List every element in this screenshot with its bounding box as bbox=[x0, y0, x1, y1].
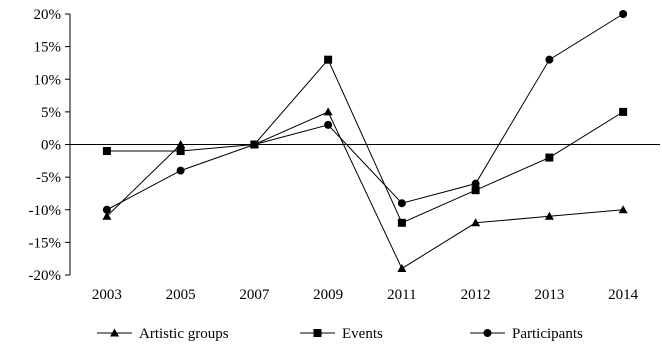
legend: Artistic groups Events Participants bbox=[97, 326, 583, 342]
data-point bbox=[397, 263, 407, 272]
data-point bbox=[545, 55, 554, 64]
data-point bbox=[102, 147, 111, 156]
legend-item: Participants bbox=[470, 326, 583, 342]
y-tick-label: 0% bbox=[41, 138, 61, 154]
legend-marker bbox=[313, 329, 322, 337]
series-line bbox=[106, 111, 624, 270]
x-tick-label: 2003 bbox=[92, 287, 122, 303]
data-point bbox=[619, 10, 628, 18]
x-tick-label: 2005 bbox=[166, 287, 196, 303]
data-point bbox=[471, 179, 480, 188]
series-participants bbox=[102, 10, 628, 214]
data-point bbox=[323, 107, 333, 116]
x-tick-label: 2009 bbox=[313, 287, 343, 303]
data-point bbox=[324, 120, 333, 129]
legend-marker bbox=[110, 328, 119, 337]
data-point bbox=[397, 218, 406, 227]
data-point bbox=[250, 140, 259, 149]
data-point bbox=[102, 205, 111, 214]
y-tick-label: 10% bbox=[34, 72, 62, 88]
data-point bbox=[176, 166, 185, 175]
data-point bbox=[176, 140, 186, 148]
data-point bbox=[176, 147, 185, 156]
legend-marker bbox=[483, 329, 492, 337]
y-tick-label: 5% bbox=[41, 105, 61, 121]
legend-label: Artistic groups bbox=[139, 326, 229, 342]
legend-label: Participants bbox=[512, 326, 583, 342]
y-tick-label: 15% bbox=[34, 40, 62, 56]
data-point bbox=[471, 218, 481, 227]
data-point bbox=[324, 55, 333, 64]
y-tick-label: -20% bbox=[29, 268, 62, 284]
x-tick-label: 2011 bbox=[387, 287, 416, 303]
legend-item: Artistic groups bbox=[97, 326, 229, 342]
x-tick-label: 2012 bbox=[461, 287, 491, 303]
data-point bbox=[618, 205, 628, 214]
y-tick-label: 20% bbox=[34, 7, 62, 23]
series-line bbox=[106, 58, 624, 224]
legend-label: Events bbox=[342, 326, 383, 342]
y-tick-label: -10% bbox=[29, 203, 62, 219]
x-tick-label: 2007 bbox=[239, 287, 270, 303]
legend-item: Events bbox=[300, 326, 383, 342]
x-tick-label: 2014 bbox=[608, 287, 639, 303]
data-point bbox=[619, 107, 628, 116]
data-point bbox=[102, 211, 112, 220]
data-point bbox=[397, 199, 406, 208]
series-artistic-groups bbox=[102, 107, 628, 272]
series-events bbox=[102, 55, 628, 227]
series-lines bbox=[102, 10, 628, 272]
y-tick-label: -15% bbox=[29, 235, 62, 251]
y-axis: 20% 15% 10% 5% 0% -5% -10% -15% -20% bbox=[29, 7, 71, 284]
data-point bbox=[545, 153, 554, 162]
x-tick-label: 2013 bbox=[534, 287, 564, 303]
x-axis: 2003 2005 2007 2009 2011 2012 2013 2014 bbox=[70, 144, 660, 303]
series-line bbox=[106, 13, 624, 211]
data-point bbox=[471, 186, 480, 195]
y-tick-label: -5% bbox=[36, 170, 61, 186]
data-point bbox=[544, 211, 554, 220]
